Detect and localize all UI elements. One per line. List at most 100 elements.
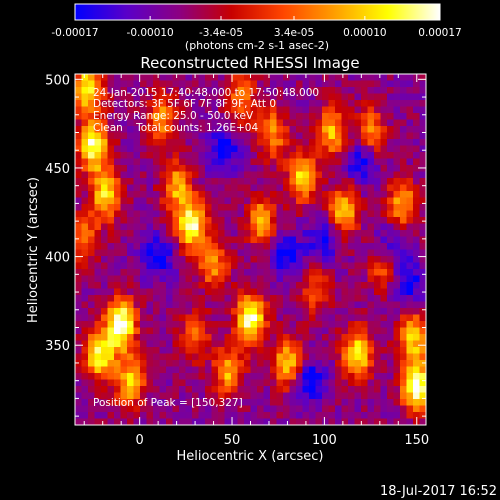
- heatmap-cell: [302, 334, 310, 341]
- heatmap-cell: [159, 314, 167, 322]
- heatmap-cell: [185, 379, 193, 387]
- heatmap-cell: [393, 249, 401, 257]
- heatmap-cell: [172, 262, 180, 270]
- heatmap-cell: [159, 126, 167, 133]
- heatmap-cell: [218, 243, 225, 250]
- heatmap-cell: [400, 74, 407, 81]
- heatmap-cell: [335, 392, 342, 400]
- heatmap-cell: [283, 113, 290, 120]
- heatmap-cell: [400, 334, 407, 341]
- heatmap-cell: [413, 178, 420, 185]
- heatmap-cell: [419, 334, 426, 341]
- heatmap-cell: [367, 295, 375, 302]
- heatmap-cell: [328, 132, 336, 140]
- heatmap-cell: [374, 412, 381, 419]
- heatmap-cell: [120, 223, 128, 231]
- heatmap-cell: [257, 165, 264, 172]
- heatmap-cell: [88, 379, 95, 387]
- heatmap-cell: [348, 113, 355, 120]
- heatmap-cell: [205, 392, 212, 400]
- heatmap-cell: [198, 230, 206, 237]
- heatmap-cell: [101, 236, 108, 244]
- heatmap-cell: [127, 295, 134, 302]
- heatmap-cell: [257, 288, 264, 296]
- heatmap-cell: [289, 80, 297, 88]
- heatmap-cell: [211, 93, 219, 101]
- heatmap-cell: [127, 171, 134, 179]
- heatmap-cell: [185, 399, 193, 406]
- heatmap-cell: [94, 334, 102, 341]
- heatmap-cell: [192, 217, 199, 224]
- heatmap-cell: [179, 288, 186, 296]
- heatmap-cell: [153, 145, 160, 153]
- heatmap-cell: [367, 113, 375, 120]
- heatmap-cell: [413, 132, 420, 140]
- heatmap-cell: [179, 321, 186, 328]
- heatmap-cell: [354, 334, 362, 341]
- y-tick-label: 400: [45, 251, 70, 266]
- heatmap-cell: [192, 353, 199, 361]
- heatmap-cell: [107, 178, 115, 185]
- heatmap-cell: [263, 275, 271, 283]
- heatmap-cell: [114, 119, 121, 127]
- heatmap-cell: [354, 249, 362, 257]
- heatmap-cell: [367, 366, 375, 374]
- heatmap-cell: [133, 197, 141, 205]
- heatmap-cell: [81, 100, 89, 107]
- heatmap-cell: [205, 93, 212, 101]
- heatmap-cell: [341, 80, 349, 88]
- heatmap-cell: [302, 217, 310, 224]
- heatmap-cell: [218, 392, 225, 400]
- heatmap-cell: [257, 74, 264, 81]
- heatmap-cell: [88, 347, 95, 354]
- heatmap-cell: [296, 178, 303, 185]
- heatmap-cell: [133, 334, 141, 341]
- heatmap-cell: [419, 301, 426, 309]
- heatmap-cell: [159, 373, 167, 380]
- heatmap-cell: [218, 152, 225, 159]
- heatmap-cell: [413, 249, 420, 257]
- heatmap-cell: [263, 100, 271, 107]
- heatmap-cell: [133, 301, 141, 309]
- heatmap-cell: [361, 80, 368, 88]
- heatmap-cell: [328, 386, 336, 393]
- heatmap-cell: [361, 275, 368, 283]
- heatmap-cell: [185, 119, 193, 127]
- heatmap-cell: [146, 295, 154, 302]
- heatmap-cell: [244, 165, 251, 172]
- heatmap-cell: [380, 308, 388, 315]
- heatmap-cell: [367, 373, 375, 380]
- heatmap-cell: [88, 74, 95, 81]
- heatmap-cell: [153, 360, 160, 367]
- heatmap-cell: [120, 399, 128, 406]
- heatmap-cell: [172, 288, 180, 296]
- heatmap-cell: [354, 93, 362, 101]
- heatmap-cell: [172, 269, 180, 276]
- heatmap-cell: [101, 171, 108, 179]
- heatmap-cell: [393, 405, 401, 413]
- heatmap-cell: [81, 223, 89, 231]
- heatmap-cell: [133, 412, 141, 419]
- heatmap-cell: [101, 405, 108, 413]
- heatmap-cell: [328, 405, 336, 413]
- heatmap-cell: [107, 119, 115, 127]
- heatmap-cell: [400, 100, 407, 107]
- heatmap-cell: [374, 165, 381, 172]
- heatmap-cell: [244, 418, 251, 425]
- heatmap-cell: [348, 158, 355, 166]
- heatmap-cell: [101, 249, 108, 257]
- heatmap-cell: [101, 145, 108, 153]
- heatmap-cell: [270, 223, 277, 231]
- heatmap-cell: [140, 308, 147, 315]
- heatmap-cell: [185, 308, 193, 315]
- heatmap-cell: [218, 334, 225, 341]
- heatmap-cell: [309, 210, 316, 218]
- heatmap-cell: [335, 145, 342, 153]
- heatmap-cell: [348, 379, 355, 387]
- heatmap-cell: [211, 386, 219, 393]
- heatmap-cell: [341, 171, 349, 179]
- heatmap-cell: [140, 360, 147, 367]
- heatmap-cell: [114, 275, 121, 283]
- heatmap-cell: [198, 145, 206, 153]
- heatmap-cell: [166, 379, 173, 387]
